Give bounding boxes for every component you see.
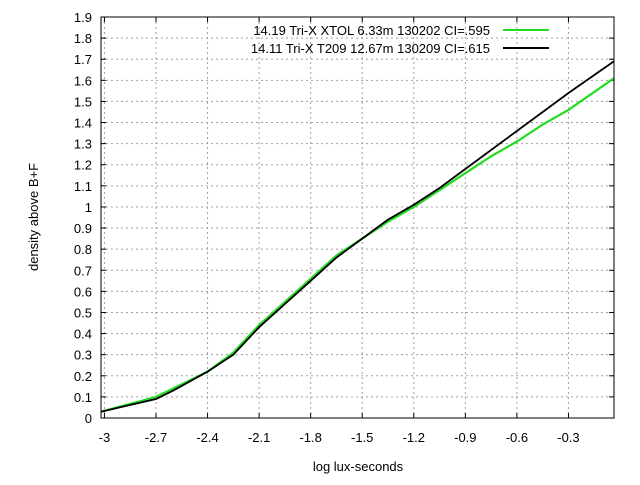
y-tick-label: 1.8 [74, 31, 92, 46]
plot-border [100, 16, 615, 419]
x-tick-label: -1.8 [299, 430, 321, 445]
series-line-2 [100, 60, 615, 413]
y-axis-label: density above B+F [26, 163, 41, 271]
y-tick-label: 1.4 [74, 116, 92, 131]
y-tick-label: 0.4 [74, 327, 92, 342]
y-tick-label: 1.2 [74, 158, 92, 173]
x-tick-label: -0.6 [506, 430, 528, 445]
x-tick-label: -2.1 [248, 430, 270, 445]
y-tick-label: 0.2 [74, 369, 92, 384]
x-tick-label: -0.3 [557, 430, 579, 445]
y-tick-label: 0 [85, 411, 92, 426]
series-lines [100, 60, 615, 413]
y-tick-label: 1.7 [74, 52, 92, 67]
y-tick-label: 1 [85, 200, 92, 215]
x-tick-label: -2.4 [196, 430, 218, 445]
y-tick-label: 0.3 [74, 348, 92, 363]
x-tick-label: -2.7 [145, 430, 167, 445]
y-tick-label: 0.7 [74, 263, 92, 278]
y-tick-label: 1.1 [74, 179, 92, 194]
y-tick-label: 1.5 [74, 94, 92, 109]
series-line-1 [100, 77, 615, 413]
x-axis-label: log lux-seconds [313, 459, 404, 474]
y-axis-ticks: 0 0.1 0.2 0.3 0.4 0.5 0.6 0.7 0.8 0.9 1 1.1 1.2 1.3 1.… [74, 10, 614, 426]
grid [101, 17, 614, 418]
y-tick-label: 0.8 [74, 242, 92, 257]
legend: 14.19 Tri-X XTOL 6.33m 130202 CI=.595 14.… [251, 23, 549, 56]
x-tick-label: -3 [99, 430, 111, 445]
y-tick-label: 0.1 [74, 390, 92, 405]
y-tick-label: 0.9 [74, 221, 92, 236]
y-tick-label: 0.5 [74, 305, 92, 320]
x-tick-label: -0.9 [454, 430, 476, 445]
y-tick-label: 1.9 [74, 10, 92, 25]
legend-label-2: 14.11 Tri-X T209 12.67m 130209 CI=.615 [251, 41, 490, 56]
y-tick-label: 0.6 [74, 284, 92, 299]
x-axis-ticks: -3 -2.7 -2.4 -2.1 -1.8 -1.5 -1.2 -0.9 -0.6 -0.3 [99, 17, 580, 445]
y-tick-label: 1.6 [74, 73, 92, 88]
x-tick-label: -1.2 [403, 430, 425, 445]
x-tick-label: -1.5 [351, 430, 373, 445]
y-tick-label: 1.3 [74, 137, 92, 152]
legend-label-1: 14.19 Tri-X XTOL 6.33m 130202 CI=.595 [253, 23, 490, 38]
